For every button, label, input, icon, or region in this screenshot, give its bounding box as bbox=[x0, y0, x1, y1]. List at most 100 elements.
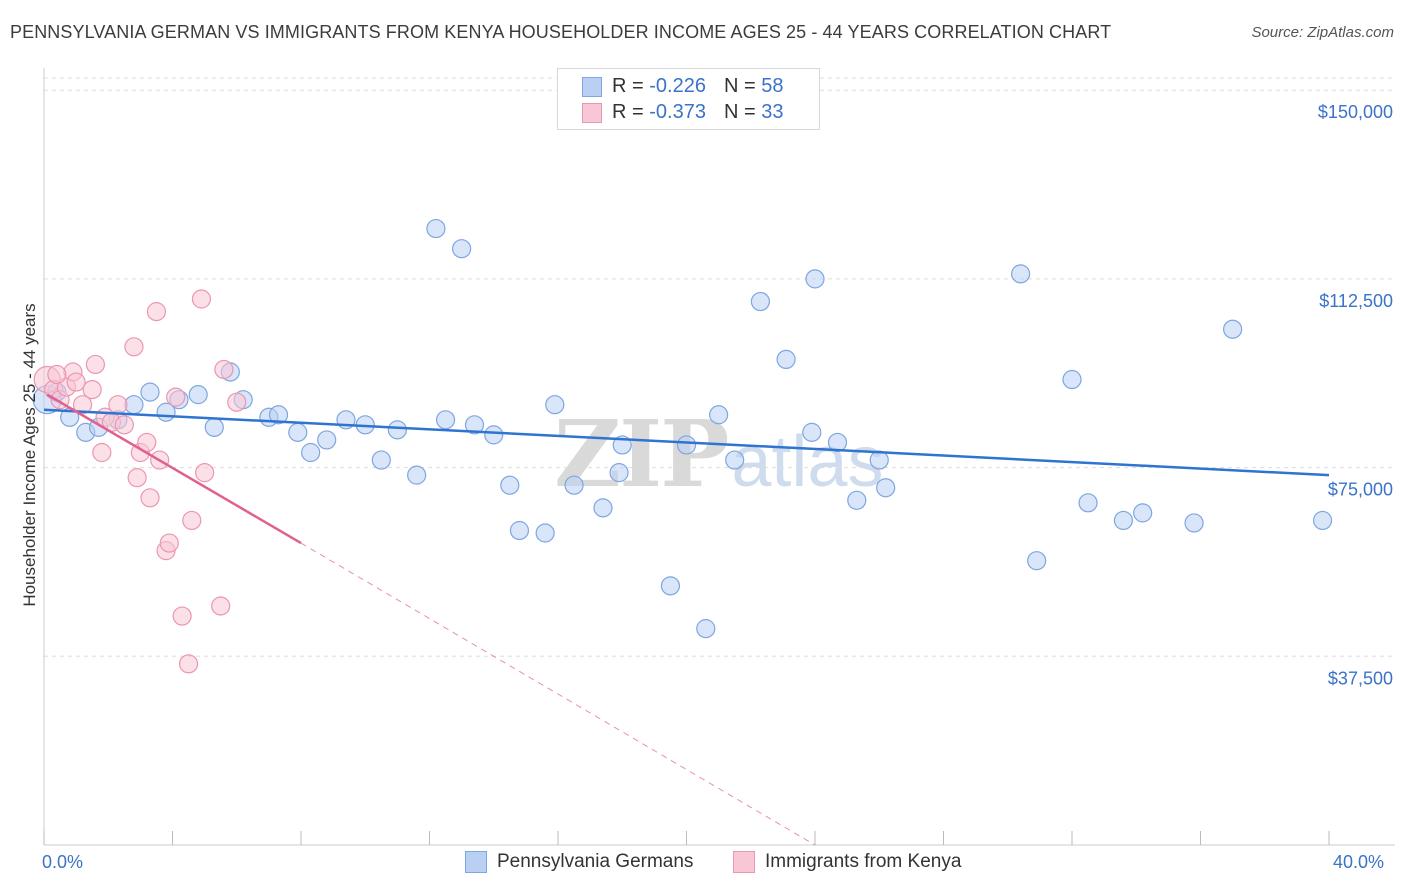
point-immigrants-from-kenya bbox=[108, 395, 128, 415]
point-pennsylvania-germans bbox=[802, 422, 822, 442]
chart-title: PENNSYLVANIA GERMAN VS IMMIGRANTS FROM K… bbox=[10, 22, 1112, 42]
n-label: N = bbox=[723, 101, 762, 123]
point-immigrants-from-kenya bbox=[124, 337, 144, 357]
trend-line-immigrants-from-kenya bbox=[46, 393, 302, 545]
legend-row-immigrants-from-kenya: R = -0.373 N = 33 bbox=[582, 101, 783, 125]
point-immigrants-from-kenya bbox=[140, 488, 160, 508]
blue-swatch bbox=[465, 851, 487, 873]
point-pennsylvania-germans bbox=[750, 291, 770, 312]
point-immigrants-from-kenya bbox=[66, 372, 86, 392]
y-tick-label: $37,500 bbox=[1328, 668, 1393, 688]
point-pennsylvania-germans bbox=[545, 395, 565, 415]
point-pennsylvania-germans bbox=[204, 417, 224, 437]
point-pennsylvania-germans bbox=[371, 450, 391, 470]
point-pennsylvania-germans bbox=[1223, 319, 1243, 339]
point-pennsylvania-germans bbox=[660, 576, 681, 596]
pink-swatch bbox=[582, 102, 602, 123]
point-pennsylvania-germans bbox=[609, 463, 629, 483]
point-pennsylvania-germans bbox=[268, 405, 289, 425]
point-pennsylvania-germans bbox=[676, 435, 697, 455]
point-pennsylvania-germans bbox=[435, 410, 456, 430]
point-pennsylvania-germans bbox=[317, 430, 337, 450]
point-pennsylvania-germans bbox=[535, 523, 555, 543]
legend-label: Immigrants from Kenya bbox=[765, 851, 962, 873]
point-pennsylvania-germans bbox=[124, 395, 144, 415]
point-pennsylvania-germans bbox=[564, 475, 584, 495]
point-pennsylvania-germans bbox=[407, 465, 427, 485]
point-pennsylvania-germans bbox=[140, 382, 160, 402]
point-immigrants-from-kenya bbox=[182, 510, 202, 531]
point-immigrants-from-kenya bbox=[195, 463, 215, 483]
point-immigrants-from-kenya bbox=[227, 392, 247, 412]
point-pennsylvania-germans bbox=[1113, 510, 1134, 531]
point-pennsylvania-germans bbox=[1078, 493, 1098, 513]
point-immigrants-from-kenya bbox=[127, 468, 147, 488]
pink-swatch bbox=[733, 851, 755, 873]
point-pennsylvania-germans bbox=[509, 520, 530, 541]
point-pennsylvania-germans bbox=[452, 239, 472, 259]
trend-extension-immigrants-from-kenya bbox=[300, 542, 816, 846]
point-immigrants-from-kenya bbox=[178, 654, 199, 674]
trend-line-pennsylvania-germans bbox=[43, 408, 1330, 477]
x-tick-max: 40.0% bbox=[1333, 852, 1385, 872]
point-pennsylvania-germans bbox=[593, 498, 613, 518]
point-pennsylvania-germans bbox=[1010, 264, 1031, 284]
legend-pennsylvania-germans[interactable]: Pennsylvania Germans bbox=[465, 851, 693, 873]
y-tick-label: $112,500 bbox=[1319, 291, 1393, 311]
point-pennsylvania-germans bbox=[725, 450, 745, 470]
r-value: -0.226 bbox=[649, 75, 706, 97]
point-pennsylvania-germans bbox=[484, 425, 504, 445]
point-immigrants-from-kenya bbox=[211, 596, 231, 616]
trend-lines bbox=[43, 393, 1330, 846]
point-immigrants-from-kenya bbox=[114, 415, 134, 435]
r-value: -0.373 bbox=[649, 101, 706, 123]
y-axis-title: Householder Income Ages 25 - 44 years bbox=[20, 303, 39, 607]
point-immigrants-from-kenya bbox=[146, 302, 167, 322]
source-label: Source: ZipAtlas.com bbox=[1251, 24, 1394, 41]
point-pennsylvania-germans bbox=[847, 490, 867, 510]
n-value: 33 bbox=[761, 101, 784, 123]
point-pennsylvania-germans bbox=[805, 269, 825, 289]
axes bbox=[43, 68, 1395, 846]
y-tick-label: $75,000 bbox=[1328, 480, 1393, 500]
point-immigrants-from-kenya bbox=[172, 606, 192, 626]
point-immigrants-from-kenya bbox=[159, 533, 179, 553]
point-pennsylvania-germans bbox=[1184, 513, 1204, 533]
point-pennsylvania-germans bbox=[288, 422, 308, 442]
x-tick-min: 0.0% bbox=[42, 852, 84, 872]
data-points bbox=[32, 218, 1333, 674]
legend-row-pennsylvania-germans: R = -0.226 N = 58 bbox=[582, 75, 783, 99]
point-immigrants-from-kenya bbox=[82, 379, 102, 400]
point-pennsylvania-germans bbox=[776, 349, 796, 370]
point-pennsylvania-germans bbox=[426, 218, 446, 239]
point-immigrants-from-kenya bbox=[85, 354, 106, 375]
point-immigrants-from-kenya bbox=[166, 387, 186, 407]
point-immigrants-from-kenya bbox=[92, 442, 112, 463]
point-immigrants-from-kenya bbox=[214, 359, 234, 380]
point-pennsylvania-germans bbox=[827, 432, 848, 453]
point-pennsylvania-germans bbox=[301, 442, 321, 463]
point-pennsylvania-germans bbox=[709, 405, 729, 425]
point-pennsylvania-germans bbox=[1133, 503, 1153, 523]
r-label: R = bbox=[612, 75, 650, 97]
legend-immigrants-from-kenya[interactable]: Immigrants from Kenya bbox=[733, 851, 961, 873]
point-pennsylvania-germans bbox=[1062, 369, 1082, 390]
point-pennsylvania-germans bbox=[876, 478, 896, 498]
point-pennsylvania-germans bbox=[387, 420, 407, 440]
point-pennsylvania-germans bbox=[500, 475, 520, 495]
r-label: R = bbox=[612, 101, 650, 123]
point-pennsylvania-germans bbox=[696, 619, 716, 639]
point-pennsylvania-germans bbox=[1027, 551, 1047, 571]
legend-label: Pennsylvania Germans bbox=[497, 851, 694, 873]
blue-swatch bbox=[582, 76, 602, 97]
n-label: N = bbox=[723, 75, 762, 97]
y-tick-label: $150,000 bbox=[1318, 102, 1393, 122]
point-immigrants-from-kenya bbox=[191, 289, 212, 309]
point-pennsylvania-germans bbox=[464, 415, 485, 435]
tick-labels: $150,000 $112,500 $75,000 $37,500 bbox=[1318, 102, 1393, 688]
correlation-legend: R = -0.226 N = 58 R = -0.373 N = 33 bbox=[557, 68, 820, 130]
point-immigrants-from-kenya bbox=[72, 395, 93, 415]
n-value: 58 bbox=[761, 75, 784, 97]
gridlines bbox=[44, 77, 1395, 657]
